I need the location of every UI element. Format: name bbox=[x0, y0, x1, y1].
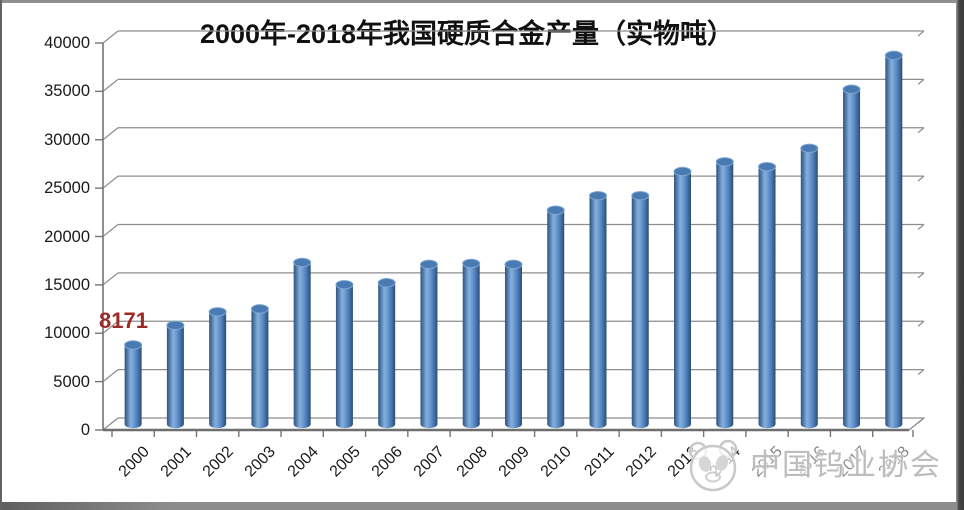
y-tick-label: 25000 bbox=[44, 179, 90, 198]
watermark: 中国钨业协会 bbox=[676, 437, 942, 495]
y-tick-label: 10000 bbox=[44, 324, 90, 343]
association-panda-logo-icon bbox=[688, 439, 738, 492]
frame-edge-right bbox=[956, 0, 964, 510]
frame-edge-left bbox=[0, 0, 2, 510]
frame-edge-bottom bbox=[0, 502, 964, 510]
chart-title: 2000年-2018年我国硬质合金产量（实物吨） bbox=[199, 19, 735, 49]
y-tick-label: 40000 bbox=[44, 34, 90, 52]
y-tick-label: 35000 bbox=[44, 82, 90, 101]
data-label-2000: 8171 bbox=[99, 308, 148, 333]
y-tick-label: 15000 bbox=[44, 275, 90, 294]
y-tick-label: 5000 bbox=[53, 372, 90, 391]
y-tick-label: 0 bbox=[80, 421, 90, 439]
y-tick-label: 20000 bbox=[44, 227, 90, 246]
frame-edge-top bbox=[0, 0, 964, 3]
y-tick-label: 30000 bbox=[44, 130, 90, 149]
watermark-text: 中国钨业协会 bbox=[750, 442, 942, 490]
